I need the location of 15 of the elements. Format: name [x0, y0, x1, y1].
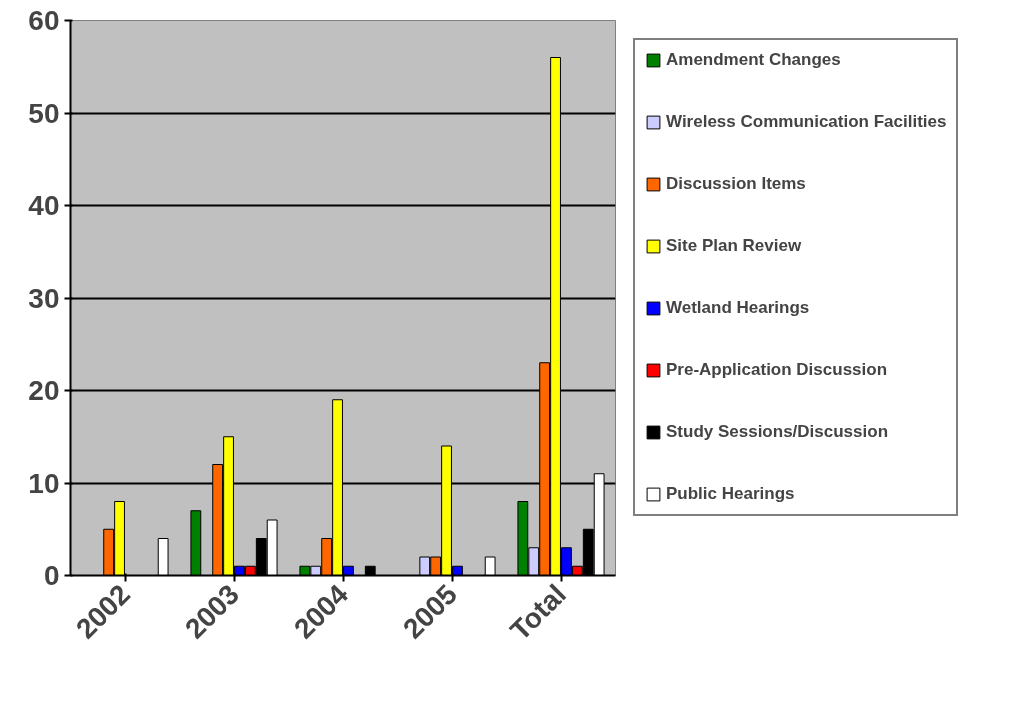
y-tick-label: 40	[28, 190, 60, 221]
legend-label: Pre-Application Discussion	[666, 360, 888, 380]
y-tick-label: 20	[28, 375, 60, 406]
legend-label: Site Plan Review	[666, 236, 802, 256]
legend-label: Amendment Changes	[666, 50, 841, 70]
y-tick-label: 10	[28, 467, 60, 499]
legend-label: Discussion Items	[666, 174, 806, 194]
y-tick-label: 30	[28, 282, 60, 314]
legend-label: Public Hearings	[666, 484, 795, 504]
legend-label: Wetland Hearings	[666, 298, 810, 318]
legend-label: Study Sessions/Discussion	[666, 422, 889, 442]
legend-label: Wireless Communication Facilities	[666, 112, 947, 132]
y-tick-label: 60	[28, 5, 60, 36]
y-tick-label: 0	[43, 560, 60, 591]
y-tick-label: 50	[28, 97, 60, 129]
